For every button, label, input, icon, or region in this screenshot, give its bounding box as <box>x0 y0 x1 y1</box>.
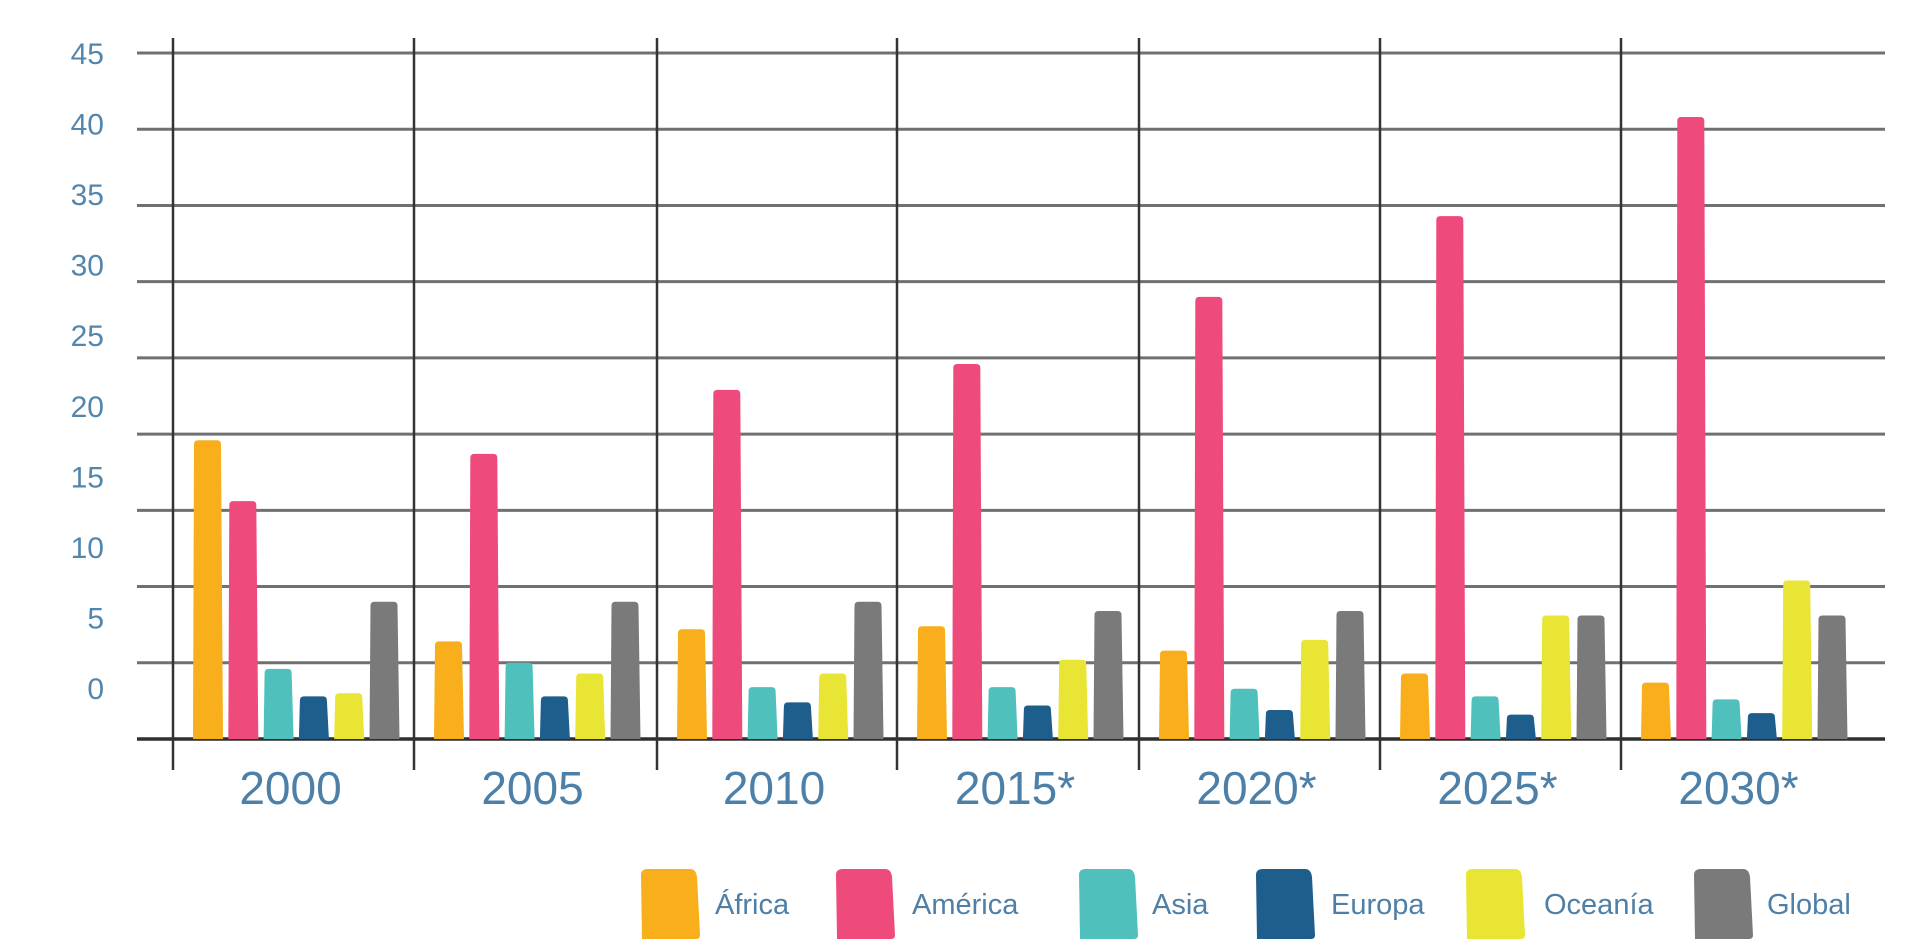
gridlines <box>137 51 1885 741</box>
bar-america-2000 <box>228 501 259 739</box>
x-tick-label: 2025* <box>1437 762 1557 814</box>
bar-africa-2030 <box>1641 682 1671 739</box>
x-tick-label: 2020* <box>1196 762 1316 814</box>
bar-group-2030 <box>1641 117 1848 739</box>
legend-swatch <box>641 869 700 939</box>
bar-oceania-2020 <box>1300 639 1331 739</box>
legend-item-global: Global <box>1694 869 1851 939</box>
y-tick-label: 25 <box>71 320 104 353</box>
legend-swatch <box>1079 869 1138 939</box>
bar-america-2010 <box>712 389 743 739</box>
legend-swatch <box>1466 869 1525 939</box>
bar-group-2000 <box>193 440 400 739</box>
legend-label: Global <box>1767 889 1851 921</box>
legend-label: Oceanía <box>1544 889 1654 921</box>
x-tick-label: 2000 <box>239 762 341 814</box>
bar-europa-2015 <box>1022 705 1053 739</box>
bar-group-2025 <box>1400 216 1607 740</box>
legend-label: África <box>715 888 790 921</box>
bars <box>193 117 1848 740</box>
legend-item-america: América <box>836 869 1019 939</box>
bar-africa-2015 <box>917 626 947 739</box>
legend-item-asia: Asia <box>1079 869 1209 939</box>
bar-oceania-2030 <box>1782 580 1813 739</box>
y-tick-label: 35 <box>71 179 104 212</box>
legend: África América Asia Europa Oceanía Global <box>641 869 1851 939</box>
bar-asia-2000 <box>263 668 294 739</box>
bar-global-2025 <box>1576 615 1607 739</box>
y-tick-label: 20 <box>71 391 104 424</box>
bar-oceania-2000 <box>334 693 365 739</box>
bar-global-2030 <box>1817 615 1848 739</box>
y-axis-tick-labels: 45 40 35 30 25 20 15 10 5 0 <box>71 38 104 706</box>
bar-america-2030 <box>1676 117 1707 739</box>
bar-asia-2005 <box>504 662 535 739</box>
bar-africa-2010 <box>677 629 707 739</box>
bar-asia-2010 <box>747 687 778 739</box>
legend-label: América <box>912 889 1019 921</box>
bar-asia-2015 <box>987 687 1018 739</box>
bar-africa-2000 <box>193 440 223 739</box>
legend-item-europa: Europa <box>1256 869 1425 939</box>
bar-oceania-2005 <box>575 673 606 739</box>
bar-group-2005 <box>434 453 641 739</box>
bar-oceania-2015 <box>1058 659 1089 739</box>
bar-asia-2030 <box>1711 699 1742 739</box>
category-separators <box>171 38 1623 770</box>
bar-group-2020 <box>1159 296 1366 739</box>
y-tick-label: 5 <box>87 602 104 635</box>
legend-label: Europa <box>1331 889 1425 921</box>
bar-europa-2000 <box>298 696 329 739</box>
x-tick-label: 2010 <box>723 762 825 814</box>
legend-label: Asia <box>1152 889 1209 921</box>
bar-oceania-2010 <box>818 673 849 739</box>
bar-global-2000 <box>369 601 400 739</box>
bar-asia-2020 <box>1229 688 1260 739</box>
x-tick-label: 2005 <box>481 762 583 814</box>
x-axis-tick-labels: 2000 2005 2010 2015* 2020* 2025* 2030* <box>239 762 1798 814</box>
bar-europa-2010 <box>782 702 813 739</box>
bar-america-2015 <box>952 363 983 739</box>
bar-africa-2020 <box>1159 650 1189 739</box>
bar-america-2005 <box>469 453 500 739</box>
bar-global-2020 <box>1335 610 1366 739</box>
bar-oceania-2025 <box>1541 615 1572 739</box>
bar-group-2015 <box>917 363 1124 739</box>
bar-group-2010 <box>677 389 884 739</box>
bar-america-2020 <box>1194 296 1225 739</box>
y-tick-label: 30 <box>71 250 104 283</box>
legend-item-oceania: Oceanía <box>1466 869 1654 939</box>
x-tick-label: 2030* <box>1678 762 1798 814</box>
y-tick-label: 10 <box>71 532 104 565</box>
y-tick-label: 40 <box>71 109 104 142</box>
bar-global-2005 <box>610 601 641 739</box>
legend-swatch <box>1256 869 1315 939</box>
legend-swatch <box>1694 869 1753 939</box>
bar-africa-2005 <box>434 641 464 739</box>
y-tick-label: 0 <box>87 673 104 706</box>
legend-item-africa: África <box>641 869 790 939</box>
bar-asia-2025 <box>1470 696 1501 739</box>
bar-america-2025 <box>1435 216 1466 740</box>
bar-europa-2025 <box>1505 714 1536 739</box>
legend-swatch <box>836 869 895 939</box>
bar-global-2010 <box>853 601 884 739</box>
x-tick-label: 2015* <box>955 762 1075 814</box>
bar-global-2015 <box>1093 610 1124 739</box>
bar-europa-2030 <box>1746 713 1777 739</box>
bar-europa-2005 <box>539 696 570 739</box>
bar-europa-2020 <box>1264 710 1295 739</box>
y-tick-label: 45 <box>71 38 104 71</box>
y-tick-label: 15 <box>71 461 104 494</box>
bar-africa-2025 <box>1400 673 1430 739</box>
